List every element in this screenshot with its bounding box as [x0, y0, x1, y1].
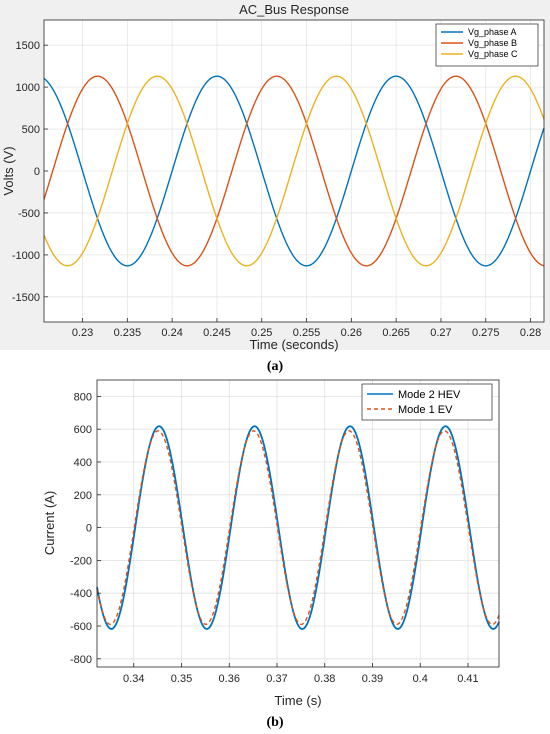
y-tick-label-b: 600 — [74, 424, 92, 436]
legend-b: Mode 2 HEV Mode 1 EV — [361, 383, 493, 421]
legend-box-a — [435, 23, 539, 67]
x-tick-label-b: 0.36 — [219, 673, 240, 685]
x-tick-labels-a: 0.23 0.235 0.24 0.245 0.25 0.255 0.26 0.265 0.27… — [72, 318, 541, 339]
x-tick-label-b: 0.37 — [266, 673, 287, 685]
x-tick-label-b: 0.35 — [171, 673, 192, 685]
x-tick-label-a: 0.23 — [72, 327, 93, 339]
y-tick-label-a: 0 — [34, 166, 40, 178]
y-tick-label-b: 200 — [74, 490, 92, 502]
legend-box-b — [361, 383, 493, 421]
y-axis-label-b: Current (A) — [42, 491, 57, 555]
series-line-a-1 — [43, 75, 545, 267]
x-tick-label-a: 0.24 — [161, 327, 182, 339]
x-tick-label-b: 0.41 — [457, 673, 478, 685]
series-group-a — [43, 75, 545, 267]
legend-label-a-1: Vg_phase A — [468, 27, 517, 37]
x-axis-label-b: Time (s) — [274, 693, 321, 708]
x-tick-label-a: 0.265 — [382, 327, 410, 339]
y-tick-label-b: 0 — [86, 523, 92, 535]
legend-a: Vg_phase AVg_phase BVg_phase C — [435, 23, 539, 67]
panel-label-a: (a) — [267, 359, 284, 374]
gridlines-y-a — [44, 44, 544, 298]
y-tick-label-a: 1500 — [16, 40, 40, 52]
series-group-b — [96, 425, 500, 630]
legend-label-b-2: Mode 1 EV — [398, 404, 453, 416]
chart-title-a: AC_Bus Response — [239, 2, 349, 17]
x-tick-label-a: 0.25 — [251, 327, 272, 339]
plot-area-b — [97, 380, 499, 667]
x-axis-label-a: Time (seconds) — [249, 337, 338, 352]
x-tick-label-a: 0.27 — [430, 327, 451, 339]
y-tick-label-a: -1000 — [12, 250, 40, 262]
x-tick-label-a: 0.245 — [203, 327, 231, 339]
y-tick-label-b: -200 — [70, 555, 92, 567]
x-tick-label-b: 0.38 — [314, 673, 335, 685]
x-tick-label-b: 0.39 — [362, 673, 383, 685]
chart-panel-a: 0.23 0.235 0.24 0.245 0.25 0.255 0.26 0.265 0.27… — [0, 0, 550, 374]
plot-frame-b — [96, 379, 500, 668]
y-tick-label-b: -400 — [70, 588, 92, 600]
y-tick-label-a: 1000 — [16, 82, 40, 94]
y-tick-label-a: 500 — [22, 124, 40, 136]
x-tick-label-a: 0.28 — [520, 327, 541, 339]
x-tick-label-b: 0.4 — [413, 673, 428, 685]
y-tick-label-b: -800 — [70, 654, 92, 666]
legend-label-a-3: Vg_phase C — [468, 49, 518, 59]
legend-label-a-2: Vg_phase B — [468, 38, 517, 48]
y-tick-labels-a: -1500 -1000 -500 0 500 1000 1500 — [12, 40, 48, 304]
chart-panel-b: 0.34 0.35 0.36 0.37 0.38 0.39 0.4 0.41 -800 -600… — [42, 379, 500, 730]
y-tick-labels-b: -800 -600 -400 -200 0 200 400 600 800 — [70, 391, 101, 666]
x-tick-labels-b: 0.34 0.35 0.36 0.37 0.38 0.39 0.4 0.41 — [123, 663, 479, 685]
series-line-a-3 — [43, 75, 545, 267]
x-tick-label-a: 0.235 — [114, 327, 142, 339]
y-axis-label-a: Volts (V) — [1, 146, 16, 195]
x-tick-label-a: 0.275 — [472, 327, 500, 339]
y-tick-label-a: -1500 — [12, 292, 40, 304]
x-tick-label-a: 0.26 — [341, 327, 362, 339]
y-tick-label-b: 400 — [74, 457, 92, 469]
x-tick-label-b: 0.34 — [123, 673, 144, 685]
y-tick-label-a: -500 — [18, 208, 40, 220]
x-tick-label-a: 0.255 — [293, 327, 321, 339]
y-tick-label-b: -600 — [70, 621, 92, 633]
legend-label-b-1: Mode 2 HEV — [398, 389, 461, 401]
panel-label-b: (b) — [266, 715, 283, 730]
y-tick-label-b: 800 — [74, 391, 92, 403]
series-line-b-1 — [96, 425, 500, 630]
